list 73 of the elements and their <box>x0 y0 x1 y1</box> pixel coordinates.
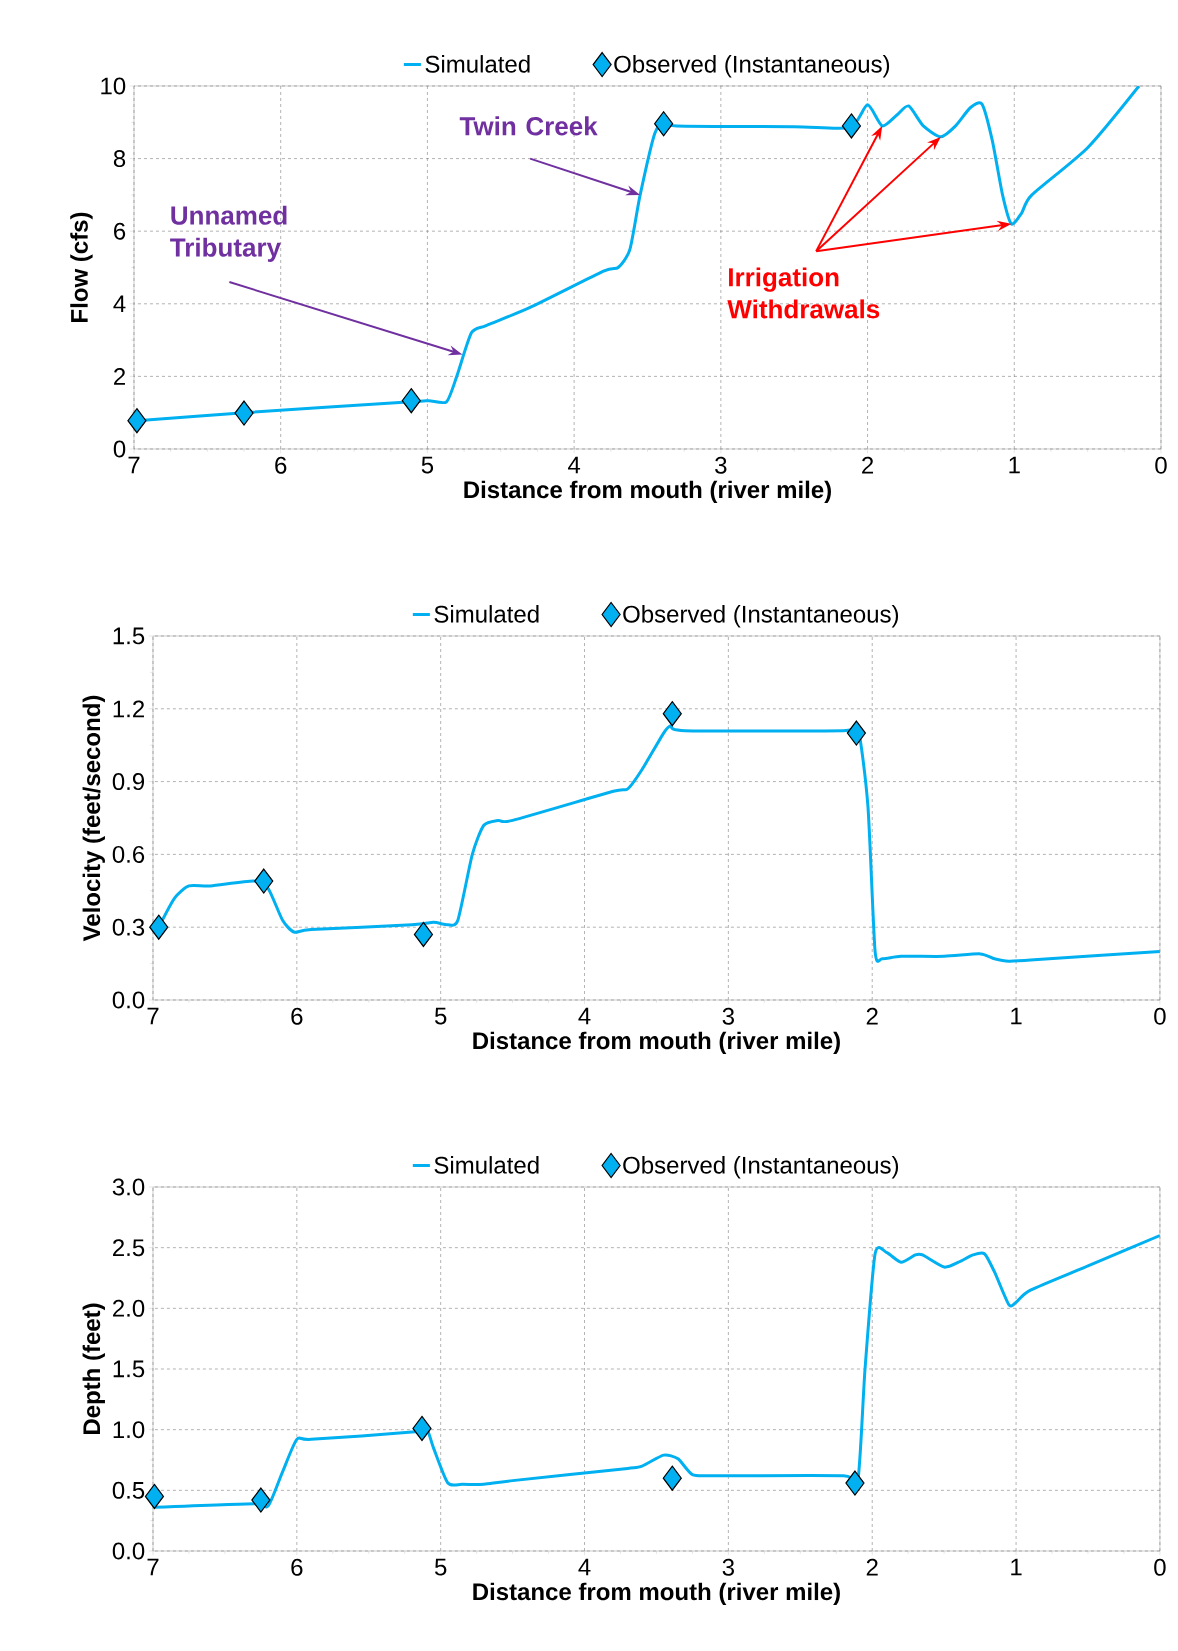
y-axis-title: Flow (cfs) <box>70 212 93 322</box>
x-axis-title: Distance from mouth (river mile) <box>473 1582 840 1606</box>
y-tick-label: 3.0 <box>112 1178 145 1196</box>
y-tick-label: 0 <box>113 440 126 458</box>
x-tick-label: 6 <box>275 456 287 474</box>
point <box>149 914 169 940</box>
y-tick-label: 0.0 <box>112 1542 145 1560</box>
y-tick-label: 4 <box>113 295 126 313</box>
y-axis-title: Depth (feet) <box>82 1303 105 1435</box>
y-tick-label: 10 <box>101 77 126 95</box>
x-tick-label: 2 <box>862 456 874 474</box>
x-tick-label: 2 <box>866 1558 878 1576</box>
x-tick-label: 1 <box>1009 456 1020 474</box>
legend-label: Simulated <box>434 1156 539 1174</box>
legend-label: Observed (Instantaneous) <box>623 1156 899 1179</box>
point <box>654 111 674 137</box>
x-tick-label: 1 <box>1011 1558 1022 1576</box>
x-tick-label: 7 <box>147 1007 159 1025</box>
x-axis-title: Distance from mouth (river mile) <box>473 1031 840 1055</box>
y-tick-label: 2.0 <box>113 1299 145 1317</box>
x-tick-label: 0 <box>1155 456 1167 474</box>
y-tick-label: 1.5 <box>113 627 145 645</box>
point <box>144 1483 165 1509</box>
x-tick-label: 3 <box>722 1558 734 1576</box>
y-tick-label: 2.5 <box>113 1239 145 1257</box>
x-tick-label: 4 <box>578 1007 591 1025</box>
point <box>846 720 866 746</box>
y-tick-label: 1.0 <box>113 1421 145 1439</box>
x-tick-label: 0 <box>1154 1558 1166 1576</box>
y-axis-title: Velocity (feet/second) <box>82 695 105 942</box>
x-tick-label: 0 <box>1154 1007 1166 1025</box>
point <box>234 400 254 426</box>
point <box>412 1415 432 1442</box>
legend-label: Observed (Instantaneous) <box>614 55 890 78</box>
x-axis-title: Distance from mouth (river mile) <box>464 480 831 504</box>
legend-label: Simulated <box>434 605 539 623</box>
x-tick-label: 3 <box>715 456 727 474</box>
y-tick-label: 0.0 <box>112 991 145 1009</box>
y-tick-label: 1.2 <box>113 700 144 718</box>
x-tick-label: 1 <box>1011 1007 1022 1025</box>
x-tick-label: 4 <box>568 456 581 474</box>
y-tick-label: 8 <box>113 150 126 168</box>
x-tick-label: 6 <box>291 1558 303 1576</box>
point <box>662 701 682 727</box>
x-tick-label: 7 <box>128 456 140 474</box>
x-tick-label: 5 <box>421 456 434 474</box>
point <box>251 1487 271 1513</box>
x-tick-label: 3 <box>722 1007 734 1025</box>
annotation: Twin Creek <box>459 116 598 136</box>
point <box>254 868 274 894</box>
x-tick-label: 4 <box>578 1558 591 1576</box>
x-tick-label: 5 <box>434 1558 447 1576</box>
y-tick-label: 1.5 <box>113 1360 145 1378</box>
y-tick-label: 6 <box>114 222 126 240</box>
annotation: Irrigation Withdrawals <box>727 267 880 319</box>
point <box>401 388 421 414</box>
y-tick-label: 0.5 <box>112 1481 145 1499</box>
annotation: Unnamed Tributary <box>170 205 287 262</box>
point <box>413 921 434 948</box>
y-tick-label: 0.9 <box>112 773 145 791</box>
y-tick-label: 0.6 <box>112 845 145 863</box>
x-tick-label: 7 <box>147 1558 159 1576</box>
point <box>127 408 147 434</box>
point <box>845 1470 865 1496</box>
x-tick-label: 5 <box>434 1007 447 1025</box>
point <box>841 113 862 139</box>
legend-label: Simulated <box>425 55 530 73</box>
point <box>662 1465 682 1491</box>
x-tick-label: 6 <box>291 1007 303 1025</box>
y-tick-label: 2 <box>114 368 125 385</box>
legend-label: Observed (Instantaneous) <box>623 605 899 628</box>
y-tick-label: 0.3 <box>112 918 145 936</box>
x-tick-label: 2 <box>866 1007 878 1025</box>
